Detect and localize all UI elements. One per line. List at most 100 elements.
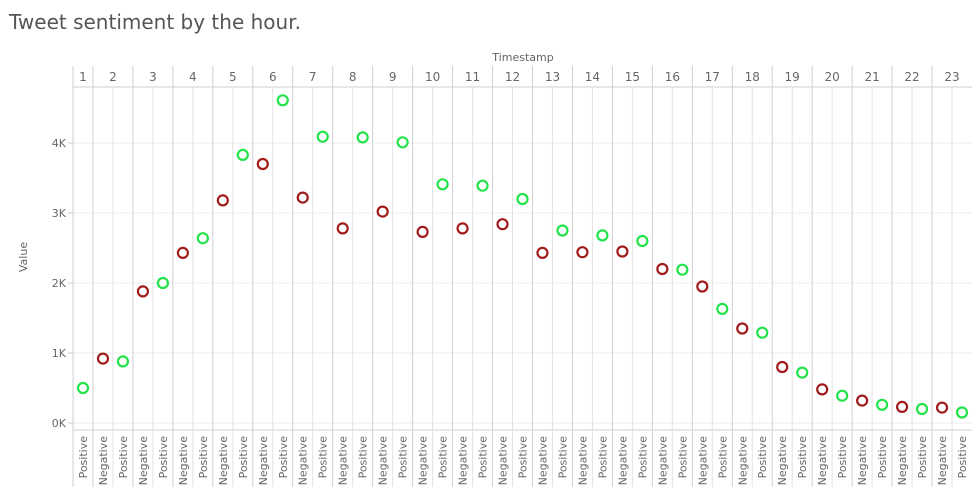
x-category-label: Positive — [437, 436, 450, 479]
data-point-negative[interactable] — [776, 360, 789, 374]
data-point-positive[interactable] — [875, 398, 889, 411]
x-category-label: Negative — [816, 436, 829, 486]
data-point-positive[interactable] — [596, 229, 609, 242]
hour-header: 6 — [269, 70, 277, 84]
hour-header: 20 — [825, 70, 840, 84]
data-point-positive[interactable] — [836, 389, 849, 402]
data-point-negative[interactable] — [656, 262, 669, 276]
data-point-negative[interactable] — [416, 225, 429, 238]
hour-headers: 1 2 3 4 5 6 7 8 9 10 11 12 13 14 15 16 17 18 19 20 21 22 23 — [79, 70, 959, 84]
x-category-label: Negative — [776, 436, 789, 486]
y-axis-title: Value — [17, 242, 30, 272]
x-category-label: Negative — [177, 436, 190, 486]
hour-header: 13 — [545, 70, 560, 84]
data-point-negative[interactable] — [576, 246, 589, 259]
data-point-negative[interactable] — [616, 245, 629, 258]
hour-header: 10 — [425, 70, 440, 84]
x-category-label: Positive — [517, 436, 530, 479]
x-category-label: Negative — [576, 436, 589, 486]
data-point-positive[interactable] — [516, 192, 529, 206]
data-point-positive[interactable] — [476, 179, 489, 192]
data-point-positive[interactable] — [436, 178, 449, 191]
data-point-negative[interactable] — [376, 205, 389, 218]
data-point-positive[interactable] — [716, 302, 729, 315]
x-category-label: Positive — [716, 436, 729, 479]
x-category-label: Negative — [896, 436, 909, 486]
data-point-negative[interactable] — [136, 285, 150, 298]
x-category-label: Negative — [616, 436, 629, 486]
y-axis: 0K 1K 2K 3K 4K — [52, 137, 73, 430]
data-point-negative[interactable] — [296, 191, 309, 204]
hour-header: 1 — [79, 70, 87, 84]
y-tick-label: 1K — [52, 347, 67, 360]
hour-header: 8 — [349, 70, 357, 84]
data-point-positive[interactable] — [76, 381, 90, 395]
data-point-positive[interactable] — [756, 326, 769, 339]
data-point-negative[interactable] — [696, 280, 709, 293]
data-point-positive[interactable] — [196, 232, 209, 245]
hour-header: 11 — [465, 70, 480, 84]
data-point-negative[interactable] — [496, 218, 509, 231]
data-point-negative[interactable] — [96, 352, 110, 365]
hour-header: 19 — [785, 70, 800, 84]
data-point-positive[interactable] — [156, 276, 169, 290]
x-category-label: Negative — [97, 436, 110, 486]
y-tick-label: 0K — [52, 417, 67, 430]
hour-header: 2 — [109, 70, 117, 84]
data-point-negative[interactable] — [856, 394, 869, 407]
data-point-negative[interactable] — [816, 383, 829, 396]
x-category-label: Negative — [696, 436, 709, 486]
x-category-label: Positive — [796, 436, 809, 479]
hour-header: 18 — [745, 70, 760, 84]
data-point-positive[interactable] — [556, 224, 569, 237]
data-point-positive[interactable] — [636, 234, 649, 248]
data-point-negative[interactable] — [935, 401, 949, 414]
hour-header: 21 — [864, 70, 879, 84]
hour-header: 7 — [309, 70, 317, 84]
data-point-negative[interactable] — [176, 246, 189, 259]
x-category-label: Positive — [197, 436, 210, 479]
x-category-label: Positive — [477, 436, 490, 479]
x-category-label: Positive — [117, 436, 130, 479]
x-category-label: Negative — [137, 436, 150, 486]
x-category-label: Positive — [556, 436, 569, 479]
data-point-positive[interactable] — [116, 355, 130, 368]
grid-layer — [73, 142, 972, 424]
data-point-positive[interactable] — [396, 136, 409, 149]
data-point-negative[interactable] — [536, 246, 549, 259]
x-category-label: Negative — [417, 436, 430, 486]
hour-header: 9 — [389, 70, 397, 84]
hour-header: 22 — [904, 70, 919, 84]
data-point-positive[interactable] — [356, 131, 369, 144]
data-point-negative[interactable] — [256, 157, 269, 171]
data-point-negative[interactable] — [336, 222, 349, 235]
x-category-label: Positive — [916, 436, 929, 479]
data-point-negative[interactable] — [736, 322, 749, 335]
data-point-negative[interactable] — [456, 222, 469, 235]
x-category-label: Negative — [497, 436, 510, 486]
hour-header: 12 — [505, 70, 520, 84]
data-point-positive[interactable] — [236, 148, 249, 161]
data-point-positive[interactable] — [676, 263, 689, 276]
x-axis-labels: Positive Negative Positive Negative Positive… — [77, 436, 969, 486]
y-tick-label: 2K — [52, 277, 67, 290]
data-point-positive[interactable] — [796, 366, 809, 379]
data-point-negative[interactable] — [895, 400, 909, 413]
data-point-positive[interactable] — [276, 94, 289, 107]
panel-frame-layer — [72, 66, 972, 487]
data-point-positive[interactable] — [316, 130, 329, 143]
x-category-label: Positive — [956, 436, 969, 479]
x-category-label: Positive — [596, 436, 609, 479]
x-category-label: Positive — [397, 436, 410, 479]
hour-header: 5 — [229, 70, 237, 84]
data-point-positive[interactable] — [915, 402, 929, 416]
data-point-negative[interactable] — [216, 194, 229, 207]
x-category-label: Negative — [377, 436, 390, 486]
chart-title: Tweet sentiment by the hour. — [9, 10, 301, 34]
x-category-label: Positive — [636, 436, 649, 479]
data-point-positive[interactable] — [955, 406, 969, 419]
x-category-label: Positive — [836, 436, 849, 479]
x-category-label: Positive — [317, 436, 330, 479]
x-category-label: Negative — [217, 436, 230, 486]
